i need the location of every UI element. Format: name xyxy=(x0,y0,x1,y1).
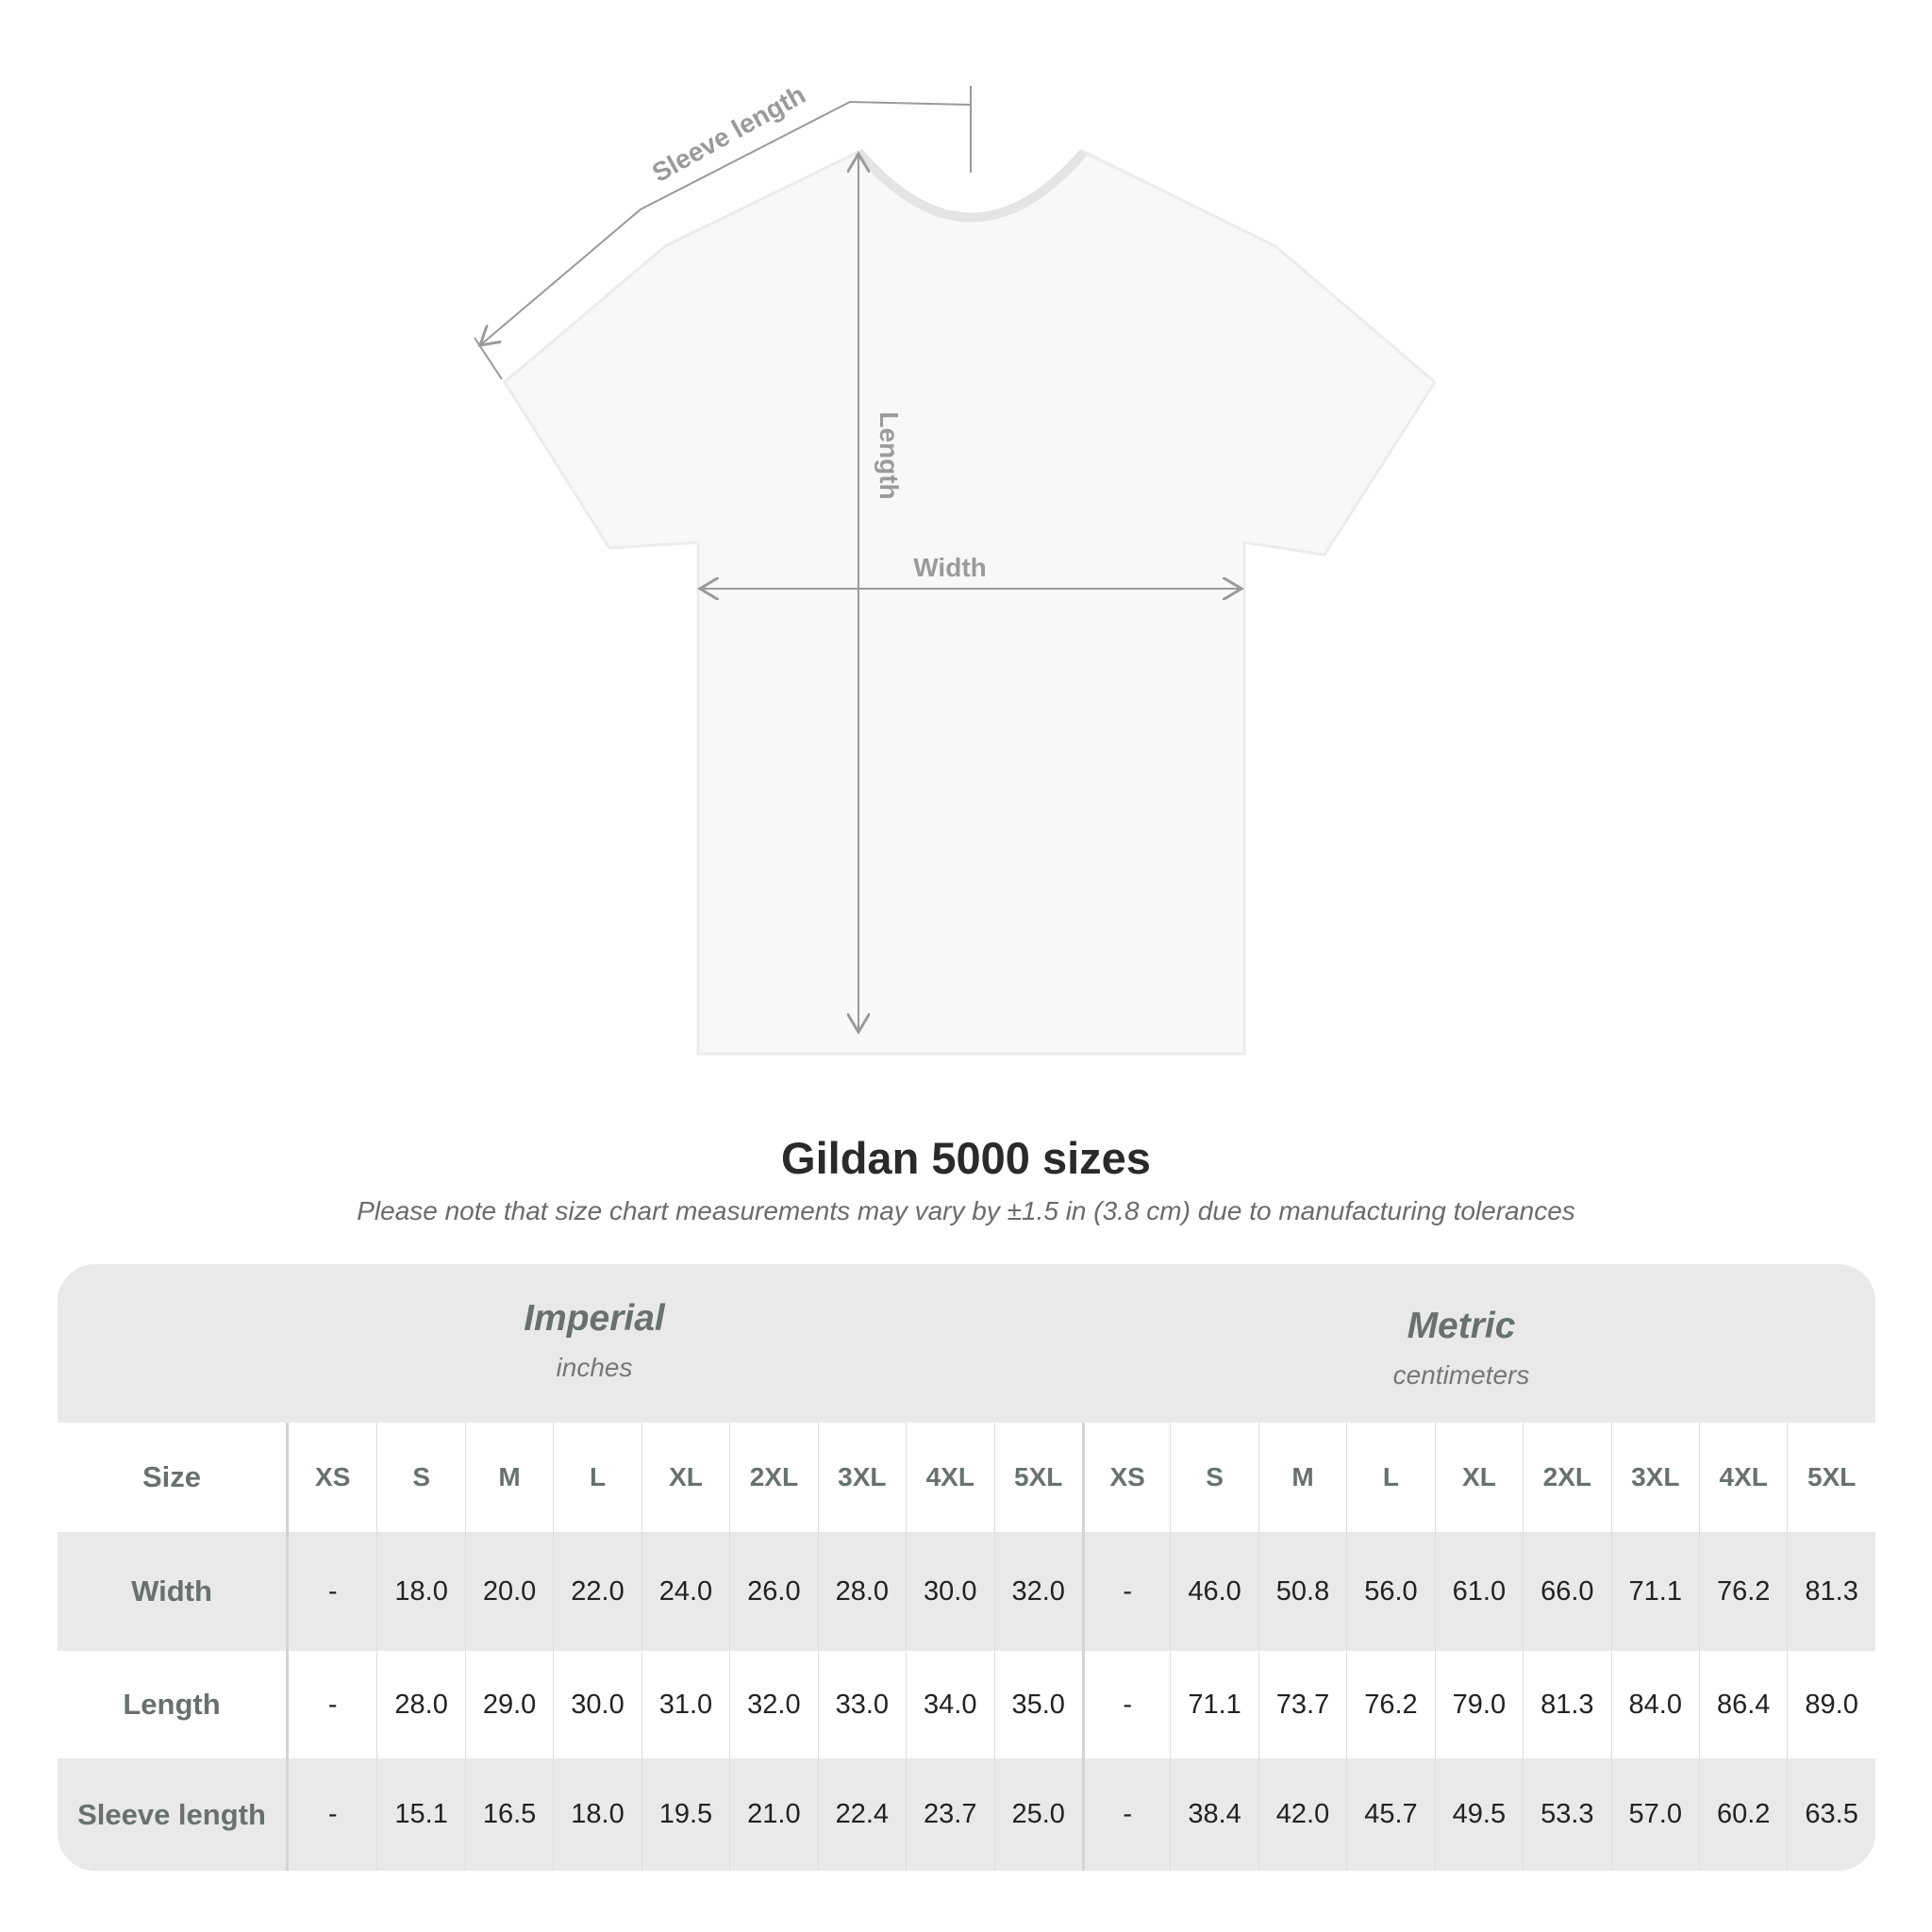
metric-value-cell: 56.0 xyxy=(1346,1532,1434,1651)
metric-value-cell: 73.7 xyxy=(1257,1651,1346,1758)
imperial-value-cell: 20.0 xyxy=(464,1532,553,1651)
imperial-value-cell: 18.0 xyxy=(376,1532,464,1651)
metric-value-cell: 71.1 xyxy=(1170,1651,1257,1758)
metric-value-cell: 71.1 xyxy=(1610,1532,1699,1651)
imperial-value-cell: 35.0 xyxy=(993,1651,1082,1758)
imperial-title: Imperial xyxy=(524,1298,665,1339)
metric-value-cell: 53.3 xyxy=(1523,1758,1610,1871)
imperial-size-header: 3XL xyxy=(817,1423,906,1532)
imperial-value-cell: 31.0 xyxy=(641,1651,729,1758)
table-row: Length -28.0 29.0 30.0 31.0 32.0 33.0 34.0 35.0-… xyxy=(58,1651,1875,1758)
row-label: Size xyxy=(58,1423,289,1532)
metric-size-header: S xyxy=(1170,1423,1257,1532)
page-title: Gildan 5000 sizes xyxy=(781,1133,1151,1183)
metric-size-header: L xyxy=(1346,1423,1434,1532)
imperial-value-cell: - xyxy=(327,1799,338,1829)
imperial-size-header: 5XL xyxy=(993,1423,1082,1532)
metric-value-cell: 76.2 xyxy=(1699,1532,1787,1651)
metric-value-cell: 79.0 xyxy=(1434,1651,1523,1758)
imperial-value-cell: 34.0 xyxy=(906,1651,993,1758)
imperial-size-header: XS xyxy=(315,1462,351,1491)
imperial-size-header: S xyxy=(376,1423,464,1532)
metric-size-header: XS xyxy=(1081,1423,1170,1532)
imperial-value-cell: 21.0 xyxy=(729,1758,817,1871)
sleeve-tick-bottom xyxy=(474,337,503,380)
imperial-unit: inches xyxy=(556,1353,633,1382)
metric-value-cell: 63.5 xyxy=(1787,1758,1874,1871)
size-table: Imperial inches Metric centimeters Size X… xyxy=(58,1264,1875,1871)
imperial-size-header: XL xyxy=(641,1423,729,1532)
metric-value-cell: 49.5 xyxy=(1434,1758,1523,1871)
metric-value-cell: - xyxy=(1081,1651,1170,1758)
imperial-size-header: M xyxy=(464,1423,553,1532)
metric-value-cell: 50.8 xyxy=(1257,1532,1346,1651)
length-label: Length xyxy=(874,411,904,499)
metric-value-cell: - xyxy=(1081,1758,1170,1871)
sleeve-length-label: Sleeve length xyxy=(647,79,810,188)
imperial-value-cell: 32.0 xyxy=(729,1651,817,1758)
row-label: Length xyxy=(58,1651,289,1758)
tshirt-shape xyxy=(503,150,1437,1056)
metric-size-header: 3XL xyxy=(1610,1423,1699,1532)
metric-value-cell: 84.0 xyxy=(1610,1651,1699,1758)
tolerance-note: Please note that size chart measurements… xyxy=(357,1196,1575,1225)
metric-value-cell: 89.0 xyxy=(1787,1651,1874,1758)
table-row: Width -18.0 20.0 22.0 24.0 26.0 28.0 30.0 32.0-4… xyxy=(58,1532,1875,1651)
metric-value-cell: 42.0 xyxy=(1257,1758,1346,1871)
metric-value-cell: 57.0 xyxy=(1610,1758,1699,1871)
metric-value-cell: - xyxy=(1081,1532,1170,1651)
imperial-value-cell: 23.7 xyxy=(906,1758,993,1871)
imperial-value-cell: 19.5 xyxy=(641,1758,729,1871)
metric-value-cell: 81.3 xyxy=(1787,1532,1874,1651)
imperial-value-cell: 25.0 xyxy=(993,1758,1082,1871)
tshirt-diagram: Sleeve length Length Width xyxy=(474,79,1437,1056)
imperial-value-cell: - xyxy=(327,1575,338,1607)
imperial-value-cell: 29.0 xyxy=(464,1651,553,1758)
width-label: Width xyxy=(913,553,987,582)
imperial-value-cell: 26.0 xyxy=(729,1532,817,1651)
metric-value-cell: 38.4 xyxy=(1170,1758,1257,1871)
metric-value-cell: 86.4 xyxy=(1699,1651,1787,1758)
metric-size-header: 2XL xyxy=(1523,1423,1610,1532)
metric-size-header: XL xyxy=(1434,1423,1523,1532)
metric-value-cell: 76.2 xyxy=(1346,1651,1434,1758)
imperial-value-cell: 33.0 xyxy=(817,1651,906,1758)
metric-value-cell: 60.2 xyxy=(1699,1758,1787,1871)
imperial-value-cell: 24.0 xyxy=(641,1532,729,1651)
imperial-value-cell: 15.1 xyxy=(376,1758,464,1871)
metric-size-header: 5XL xyxy=(1787,1423,1874,1532)
imperial-value-cell: 30.0 xyxy=(906,1532,993,1651)
table-row: Sleeve length - 15.1 16.5 18.0 19.5 21.0 22.4 23… xyxy=(58,1758,1875,1871)
imperial-size-header: L xyxy=(553,1423,641,1532)
metric-value-cell: 61.0 xyxy=(1434,1532,1523,1651)
metric-unit: centimeters xyxy=(1392,1360,1530,1390)
imperial-value-cell: 32.0 xyxy=(993,1532,1082,1651)
sleeve-arrow xyxy=(480,100,972,345)
metric-value-cell: 81.3 xyxy=(1523,1651,1610,1758)
imperial-size-header: 2XL xyxy=(729,1423,817,1532)
imperial-value-cell: 22.4 xyxy=(817,1758,906,1871)
imperial-value-cell: - xyxy=(327,1689,338,1720)
metric-title: Metric xyxy=(1407,1306,1516,1346)
imperial-group-header: Imperial inches xyxy=(264,1298,924,1383)
imperial-value-cell: 16.5 xyxy=(464,1758,553,1871)
metric-value-cell: 45.7 xyxy=(1346,1758,1434,1871)
imperial-value-cell: 30.0 xyxy=(553,1651,641,1758)
metric-group-header: Metric centimeters xyxy=(1131,1306,1791,1391)
metric-size-header: M xyxy=(1257,1423,1346,1532)
imperial-value-cell: 18.0 xyxy=(553,1758,641,1871)
imperial-size-header: 4XL xyxy=(906,1423,993,1532)
size-header-row: Size XS S M L XL 2XL 3XL 4XL 5XL XS S M L XL 2XL 3XL 4XL 5… xyxy=(58,1423,1875,1532)
metric-value-cell: 46.0 xyxy=(1170,1532,1257,1651)
imperial-value-cell: 28.0 xyxy=(817,1532,906,1651)
imperial-value-cell: 22.0 xyxy=(553,1532,641,1651)
row-label: Width xyxy=(58,1532,289,1651)
row-label: Sleeve length xyxy=(58,1758,289,1871)
collar xyxy=(855,148,1088,223)
table-header-band xyxy=(58,1264,1875,1423)
imperial-value-cell: 28.0 xyxy=(376,1651,464,1758)
metric-value-cell: 66.0 xyxy=(1523,1532,1610,1651)
metric-size-header: 4XL xyxy=(1699,1423,1787,1532)
